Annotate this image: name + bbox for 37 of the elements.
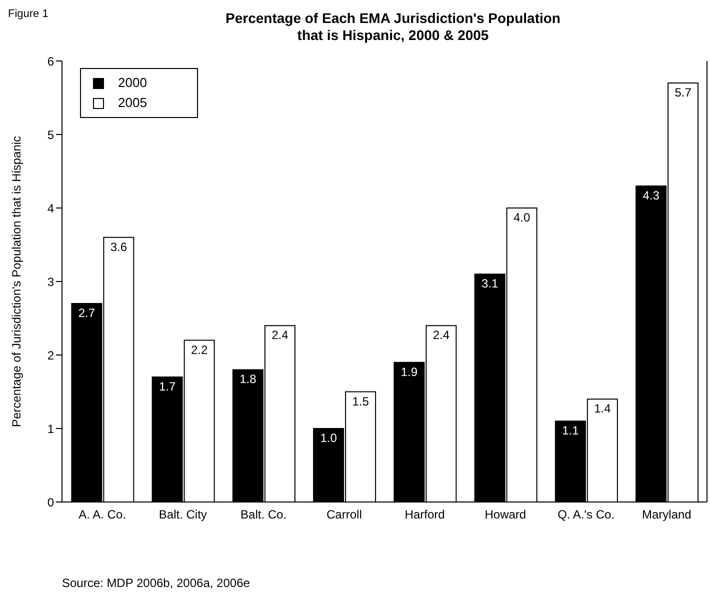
y-tick-label: 3 bbox=[47, 274, 54, 289]
data-label: 5.7 bbox=[674, 86, 692, 100]
chart-title: Percentage of Each EMA Jurisdiction's Population that is Hispanic, 2000 & 2005 bbox=[224, 10, 562, 44]
y-tick-label: 6 bbox=[47, 54, 54, 68]
data-label: 1.0 bbox=[320, 431, 338, 446]
y-tick-label: 1 bbox=[47, 422, 54, 436]
y-tick-label: 4 bbox=[47, 201, 54, 216]
data-label: 1.9 bbox=[400, 364, 418, 379]
data-label: 3.1 bbox=[481, 276, 498, 291]
caption: Figure 1 bbox=[8, 8, 48, 20]
x-tick-label: Q. A.'s Co. bbox=[558, 508, 615, 522]
y-tick-label: 5 bbox=[47, 128, 54, 142]
data-label: 4.3 bbox=[642, 188, 660, 202]
data-label: 2.7 bbox=[78, 306, 96, 320]
data-label: 3.6 bbox=[110, 240, 128, 254]
x-tick-label: Balt. City bbox=[158, 508, 207, 522]
legend-label: 2000 bbox=[118, 74, 147, 92]
data-label: 2.4 bbox=[432, 328, 450, 342]
source-note: Source: MDP 2006b, 2006a, 2006e bbox=[62, 576, 250, 590]
y-axis-title: Percentage of Jurisdiction's Population that is Hispanic bbox=[9, 136, 24, 428]
data-label: 4.0 bbox=[513, 210, 530, 225]
data-label: 1.5 bbox=[352, 394, 370, 408]
x-tick-label: A. A. Co. bbox=[78, 508, 126, 522]
y-tick-label: 0 bbox=[47, 495, 54, 510]
y-tick-label: 2 bbox=[47, 348, 54, 362]
data-label: 1.4 bbox=[594, 402, 612, 416]
x-tick-label: Harford bbox=[404, 508, 445, 522]
x-tick-label: Balt. Co. bbox=[240, 508, 287, 522]
x-tick-label: Carroll bbox=[326, 508, 362, 522]
data-label: 2.4 bbox=[272, 328, 289, 342]
x-tick-label: Howard bbox=[484, 508, 526, 522]
legend-label: 2005 bbox=[118, 94, 147, 112]
x-tick-label: Maryland bbox=[642, 508, 692, 522]
data-label: 1.1 bbox=[562, 424, 580, 438]
data-label: 2.2 bbox=[190, 342, 208, 357]
data-label: 1.8 bbox=[240, 372, 257, 386]
data-label: 1.7 bbox=[158, 380, 176, 394]
